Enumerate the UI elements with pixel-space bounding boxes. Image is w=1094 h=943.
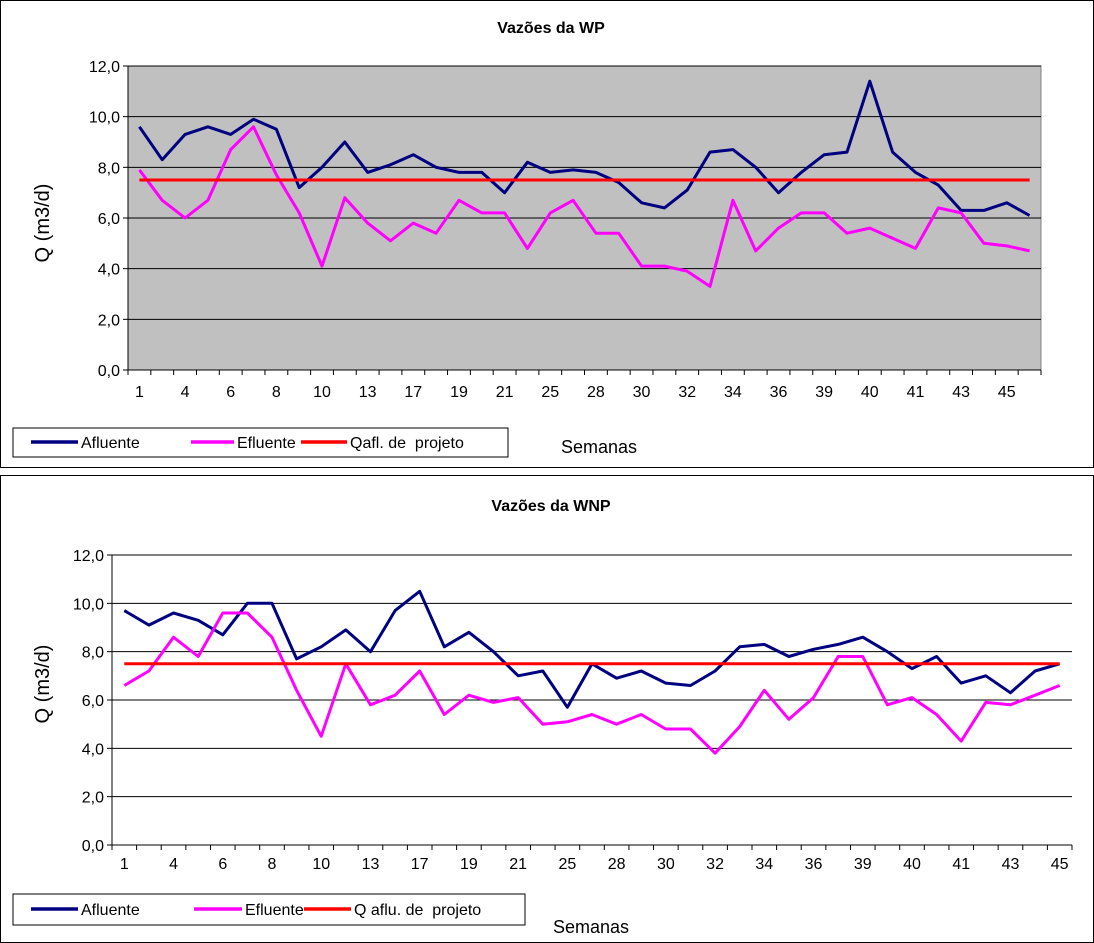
x-tick-label: 10 [312,856,330,873]
x-tick-label: 36 [770,384,788,401]
x-tick-label: 10 [313,384,331,401]
x-tick-label: 25 [558,856,576,873]
x-tick-label: 28 [608,856,626,873]
y-tick-label: 12,0 [89,59,120,76]
x-tick-label: 4 [181,384,190,401]
chart-wp-svg: 0,0 2,0 4,0 6,0 8,0 10,0 12,0 1 4 6 8 10 13 17 19 21 25 2… [12,20,1042,458]
y-tick-label: 0,0 [98,363,120,380]
y-tick-label: 2,0 [98,312,120,329]
x-tick-label: 13 [359,384,377,401]
x-tick-label: 43 [1002,856,1020,873]
y-tick-label: 10,0 [89,110,120,127]
series-line-efluente [138,125,1030,288]
legend-label-projeto: Qafl. de projeto [350,435,464,452]
legend-label-afluente: Afluente [81,435,140,452]
x-tick-label: 8 [268,856,277,873]
x-tick-label: 40 [861,384,879,401]
x-tick-label: 17 [411,856,429,873]
x-tick-label: 19 [450,384,468,401]
x-tick-label: 39 [854,856,872,873]
x-tick-label: 8 [272,384,281,401]
x-tick-label: 41 [907,384,925,401]
y-tick-label: 6,0 [98,211,120,228]
x-axis-label: Semanas [561,437,637,457]
x-tick-label: 41 [952,856,970,873]
x-tick-label: 34 [724,384,742,401]
x-tick-label: 1 [120,856,129,873]
series-line-afluente [138,79,1031,217]
chart-wnp-svg: 0,0 2,0 4,0 6,0 8,0 10,0 12,0 1 4 6 8 10 13 17 19 21 25 2… [12,498,1073,937]
x-tick-label: 28 [587,384,605,401]
plot-area: 0,0 2,0 4,0 6,0 8,0 10,0 12,0 1 4 6 8 10 13 17 19 21 25 2… [89,59,1042,401]
chart-wnp: 0,0 2,0 4,0 6,0 8,0 10,0 12,0 1 4 6 8 10 13 17 19 21 25 2… [0,475,1094,943]
y-tick-label: 6,0 [82,693,104,710]
series-line-efluente [123,611,1061,755]
x-tick-label: 43 [952,384,970,401]
y-axis-label: Q (m3/d) [32,645,54,724]
x-tick-label: 6 [218,856,227,873]
x-tick-label: 45 [998,384,1016,401]
x-tick-label: 25 [541,384,559,401]
x-tick-label: 1 [135,384,144,401]
x-tick-label: 21 [496,384,514,401]
x-tick-label: 36 [805,856,823,873]
x-tick-label: 39 [815,384,833,401]
y-tick-label: 8,0 [98,160,120,177]
legend: Afluente Efluente Qafl. de projeto [12,427,509,458]
y-tick-label: 4,0 [82,741,104,758]
y-tick-label: 2,0 [82,790,104,807]
x-tick-label: 21 [509,856,527,873]
y-tick-label: 4,0 [98,262,120,279]
chart-title: Vazões da WP [497,20,605,37]
x-axis-label: Semanas [553,917,629,937]
x-tick-label: 6 [226,384,235,401]
y-axis-label: Q (m3/d) [32,184,54,263]
x-tick-label: 40 [903,856,921,873]
legend: Afluente Efluente Q aflu. de projeto [12,893,526,926]
y-tick-label: 12,0 [73,548,104,565]
legend-label-afluente: Afluente [81,902,140,919]
chart-wp: 0,0 2,0 4,0 6,0 8,0 10,0 12,0 1 4 6 8 10 13 17 19 21 25 2… [0,0,1094,468]
x-tick-label: 34 [755,856,773,873]
x-tick-label: 4 [169,856,178,873]
y-tick-label: 8,0 [82,645,104,662]
x-tick-label: 45 [1051,856,1069,873]
y-tick-label: 0,0 [82,838,104,855]
x-tick-label: 19 [460,856,478,873]
x-tick-label: 30 [633,384,651,401]
legend-label-efluente: Efluente [245,902,304,919]
x-tick-label: 32 [706,856,724,873]
x-tick-label: 32 [678,384,696,401]
x-tick-label: 13 [362,856,380,873]
plot-area: 0,0 2,0 4,0 6,0 8,0 10,0 12,0 1 4 6 8 10 13 17 19 21 25 2… [73,548,1073,873]
chart-title: Vazões da WNP [491,498,610,515]
legend-label-efluente: Efluente [237,435,296,452]
legend-label-projeto: Q aflu. de projeto [354,902,481,919]
x-tick-label: 17 [404,384,422,401]
y-tick-label: 10,0 [73,596,104,613]
x-tick-label: 30 [657,856,675,873]
